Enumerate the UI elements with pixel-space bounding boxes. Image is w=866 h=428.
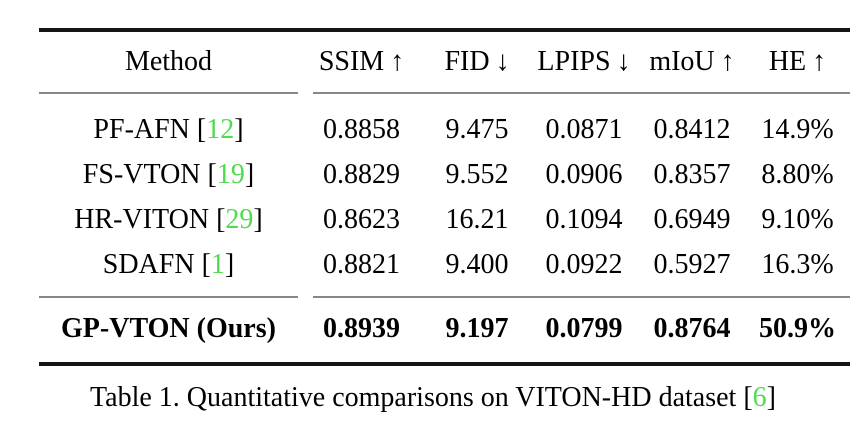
ssim-value: 0.8623 [323, 203, 400, 235]
column-header-method: Method [124, 45, 213, 77]
ssim-value: 0.8821 [323, 248, 400, 280]
citation-bracket: [ [207, 158, 217, 190]
fid-value: 9.400 [445, 248, 509, 280]
he-value: 14.9% [761, 113, 834, 145]
citation-link[interactable]: 12 [206, 113, 235, 145]
method-name: HR-VITON [74, 203, 210, 235]
metric-label: SSIM [318, 45, 385, 77]
method-name: GP-VTON (Ours) [61, 313, 276, 344]
method-cell: HR-VITON [29] [39, 204, 298, 236]
lpips-value: 0.0871 [545, 113, 623, 145]
miou-value: 0.5927 [653, 248, 731, 280]
metric-label: LPIPS [537, 45, 611, 77]
fid-value: 16.21 [445, 203, 509, 235]
mid-rule-method-segment [39, 296, 298, 298]
column-header-fid: FID ↓ [425, 46, 529, 78]
ssim-value: 0.8829 [323, 158, 400, 190]
citation-link[interactable]: 1 [210, 248, 225, 280]
header-rule-metrics-segment [313, 92, 850, 94]
citation-bracket: ] [224, 248, 235, 280]
he-value: 9.10% [761, 203, 834, 235]
table-header-row: Method SSIM ↑ FID ↓ LPIPS ↓ mIoU ↑ HE ↑ [39, 31, 850, 92]
he-value: 50.9% [759, 313, 836, 344]
metric-label: FID [444, 45, 490, 77]
citation-bracket: ] [234, 113, 244, 145]
table-top-rule [39, 28, 850, 32]
up-arrow-icon: ↑ [812, 45, 827, 77]
method-cell: PF-AFN [12] [39, 114, 298, 146]
fid-value: 9.552 [445, 158, 509, 190]
citation-bracket: ] [766, 382, 776, 413]
citation-link[interactable]: 29 [225, 203, 254, 235]
citation-link[interactable]: 6 [752, 382, 767, 413]
he-value: 16.3% [761, 248, 834, 280]
table-row: FS-VTON [19] 0.8829 9.552 0.0906 0.8357 8… [39, 152, 850, 197]
column-header-miou: mIoU ↑ [639, 46, 745, 78]
citation-bracket: [ [216, 203, 226, 235]
row-spacer [39, 92, 850, 107]
lpips-value: 0.1094 [545, 203, 623, 235]
metric-label: mIoU [649, 45, 715, 77]
row-spacer [39, 287, 850, 296]
lpips-value: 0.0906 [545, 158, 623, 190]
citation-link[interactable]: 19 [216, 158, 245, 190]
miou-value: 0.8764 [653, 313, 731, 344]
header-rule-method-segment [39, 92, 298, 94]
method-name: FS-VTON [82, 158, 201, 190]
fid-value: 9.475 [445, 113, 509, 145]
citation-bracket: [ [743, 382, 753, 413]
table-row: HR-VITON [29] 0.8623 16.21 0.1094 0.6949 … [39, 197, 850, 242]
mid-rule-metrics-segment [313, 296, 850, 298]
down-arrow-icon: ↓ [495, 45, 510, 77]
citation-bracket: ] [253, 203, 263, 235]
ssim-value: 0.8858 [323, 113, 400, 145]
results-table: Method SSIM ↑ FID ↓ LPIPS ↓ mIoU ↑ HE ↑ PF-AF… [39, 31, 850, 362]
lpips-value: 0.0799 [545, 313, 623, 344]
table-bottom-rule [39, 362, 850, 366]
miou-value: 0.8357 [653, 158, 731, 190]
method-cell: SDAFN [1] [39, 249, 298, 281]
table-row: SDAFN [1] 0.8821 9.400 0.0922 0.5927 16.3… [39, 242, 850, 287]
ssim-value: 0.8939 [323, 313, 400, 344]
citation-bracket: ] [244, 158, 255, 190]
he-value: 8.80% [761, 158, 834, 190]
column-header-he: HE ↑ [745, 46, 850, 78]
caption-text: Table 1. Quantitative comparisons on VIT… [90, 382, 744, 413]
method-name: SDAFN [102, 248, 195, 280]
miou-value: 0.6949 [653, 203, 731, 235]
table-row: PF-AFN [12] 0.8858 9.475 0.0871 0.8412 14… [39, 107, 850, 152]
metric-label: HE [768, 45, 807, 77]
table-row-ours: GP-VTON (Ours) 0.8939 9.197 0.0799 0.876… [39, 296, 850, 362]
lpips-value: 0.0922 [545, 248, 623, 280]
method-cell: GP-VTON (Ours) [39, 313, 298, 345]
citation-bracket: [ [196, 113, 207, 145]
column-header-ssim: SSIM ↑ [298, 46, 425, 78]
method-name: PF-AFN [93, 113, 190, 145]
table-caption: Table 1. Quantitative comparisons on VIT… [0, 380, 866, 416]
down-arrow-icon: ↓ [616, 45, 631, 77]
column-header-lpips: LPIPS ↓ [529, 46, 639, 78]
fid-value: 9.197 [445, 313, 509, 344]
citation-bracket: [ [201, 248, 211, 280]
miou-value: 0.8412 [653, 113, 731, 145]
up-arrow-icon: ↑ [390, 45, 405, 77]
method-cell: FS-VTON [19] [39, 159, 298, 191]
up-arrow-icon: ↑ [720, 45, 735, 77]
